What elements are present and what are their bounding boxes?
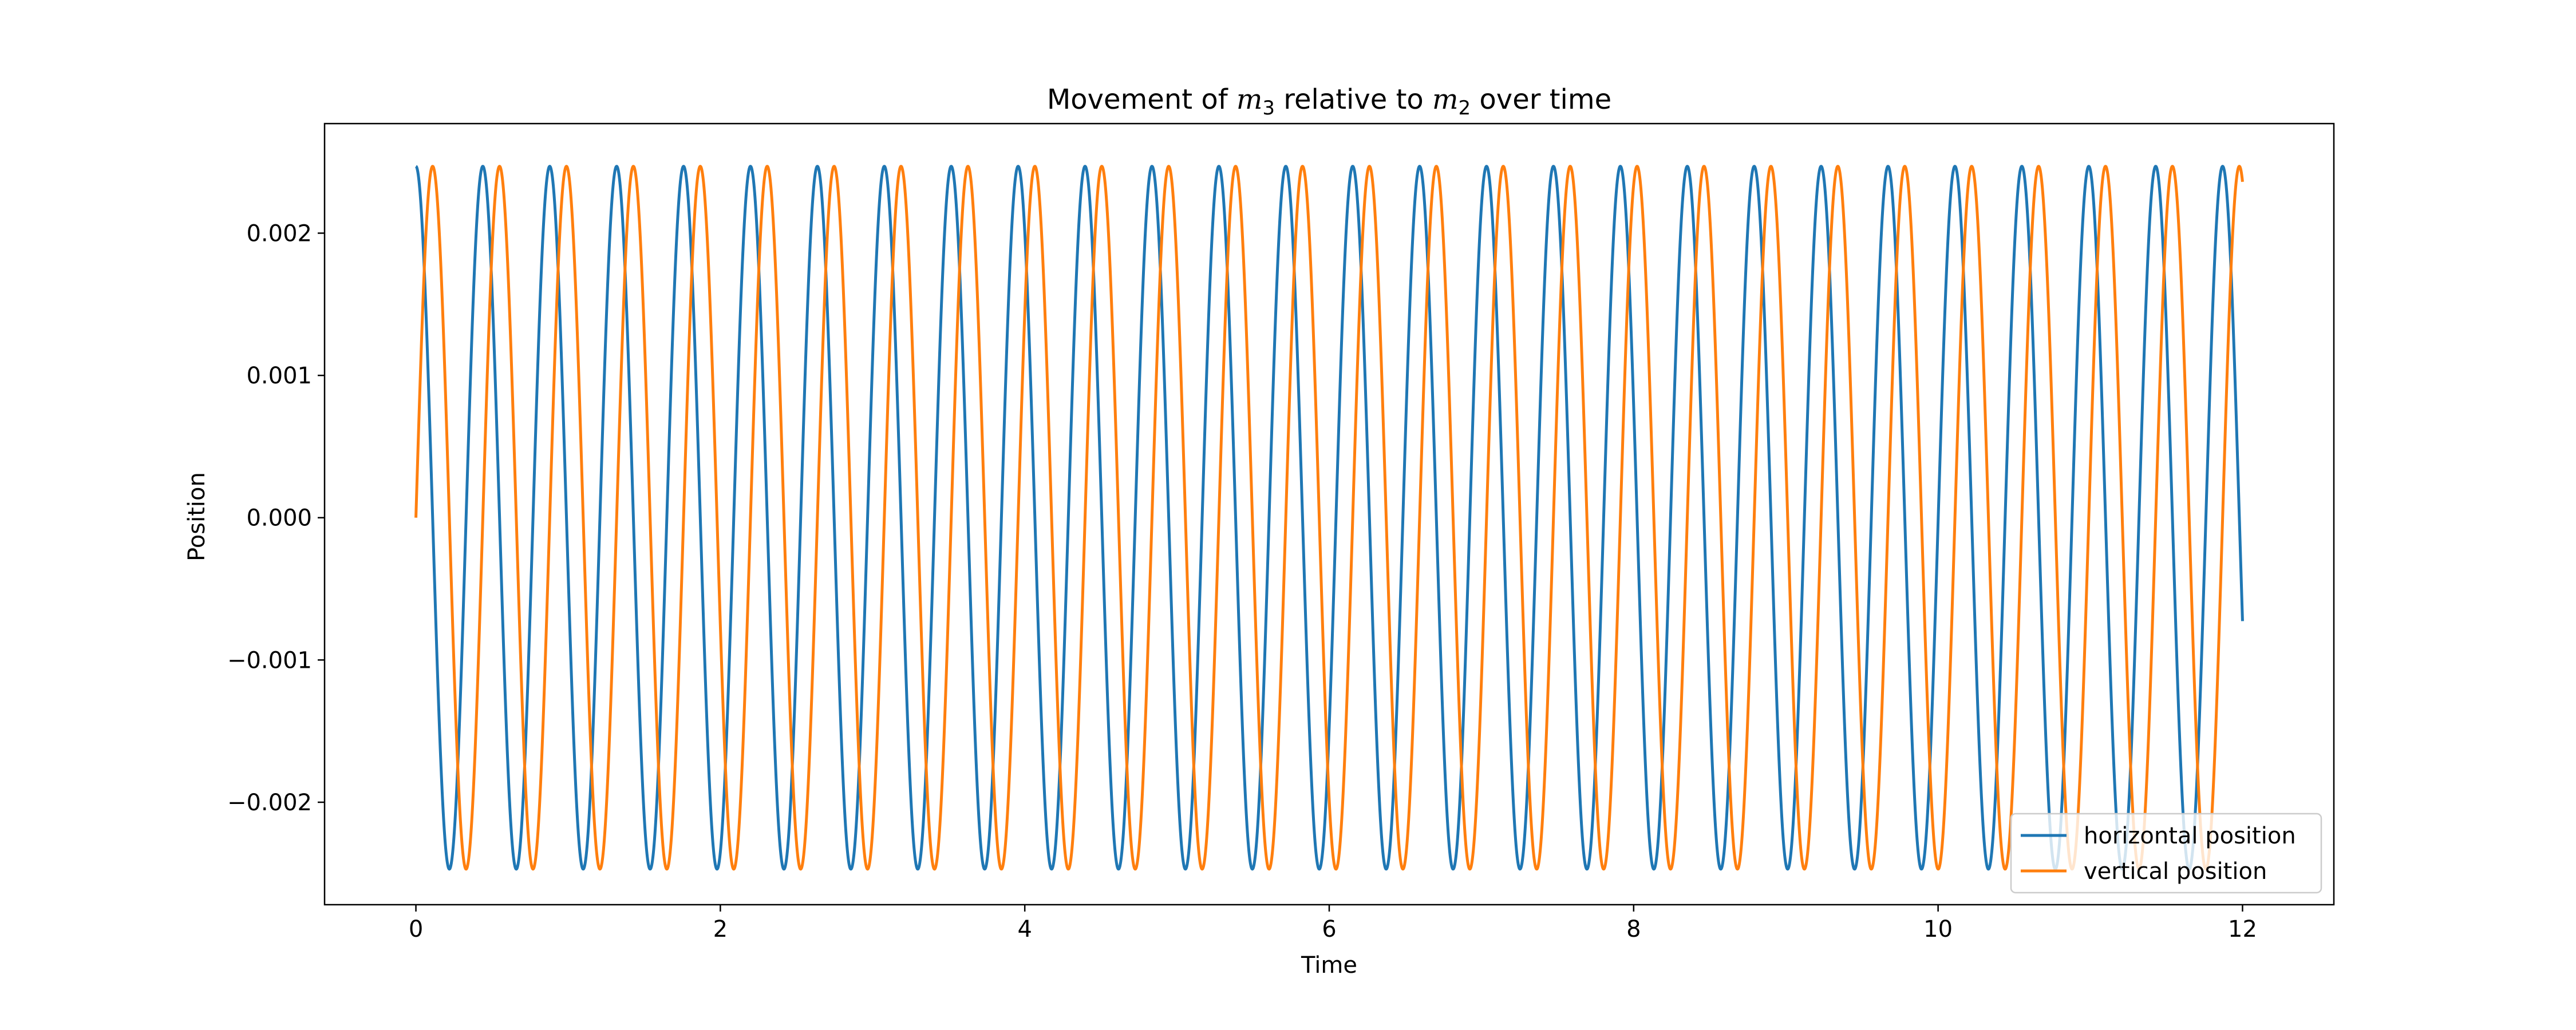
x-tick-label: 2	[713, 916, 728, 942]
y-tick-label: 0.002	[246, 220, 312, 247]
x-tick-label: 6	[1322, 916, 1336, 942]
x-tick-label: 10	[1923, 916, 1953, 942]
x-tick-label: 12	[2228, 916, 2257, 942]
series-line-vertical-position	[414, 165, 2244, 871]
legend-label-vertical-position: vertical position	[2084, 858, 2267, 885]
y-tick-label: −0.001	[227, 647, 312, 674]
legend: horizontal position vertical position	[2010, 813, 2322, 894]
x-axis: 0 2 4 6 8 10 12	[409, 905, 2257, 942]
chart-title: Movement of m3 relative to m2 over time	[1047, 84, 1611, 120]
x-tick-label: 0	[409, 916, 423, 942]
y-tick-label: −0.002	[227, 790, 312, 816]
y-tick-label: 0.000	[246, 505, 312, 532]
legend-label-horizontal-position: horizontal position	[2084, 823, 2296, 849]
y-axis-label: Position	[184, 472, 210, 561]
series-layer	[414, 165, 2244, 871]
legend-box	[2010, 813, 2322, 894]
y-tick-label: 0.001	[246, 363, 312, 389]
x-tick-label: 4	[1017, 916, 1032, 942]
series-line-horizontal-position	[414, 165, 2244, 871]
x-tick-label: 8	[1626, 916, 1641, 942]
y-axis: 0.002 0.001 0.000 −0.001 −0.002	[227, 220, 325, 816]
x-axis-label: Time	[1301, 952, 1357, 978]
